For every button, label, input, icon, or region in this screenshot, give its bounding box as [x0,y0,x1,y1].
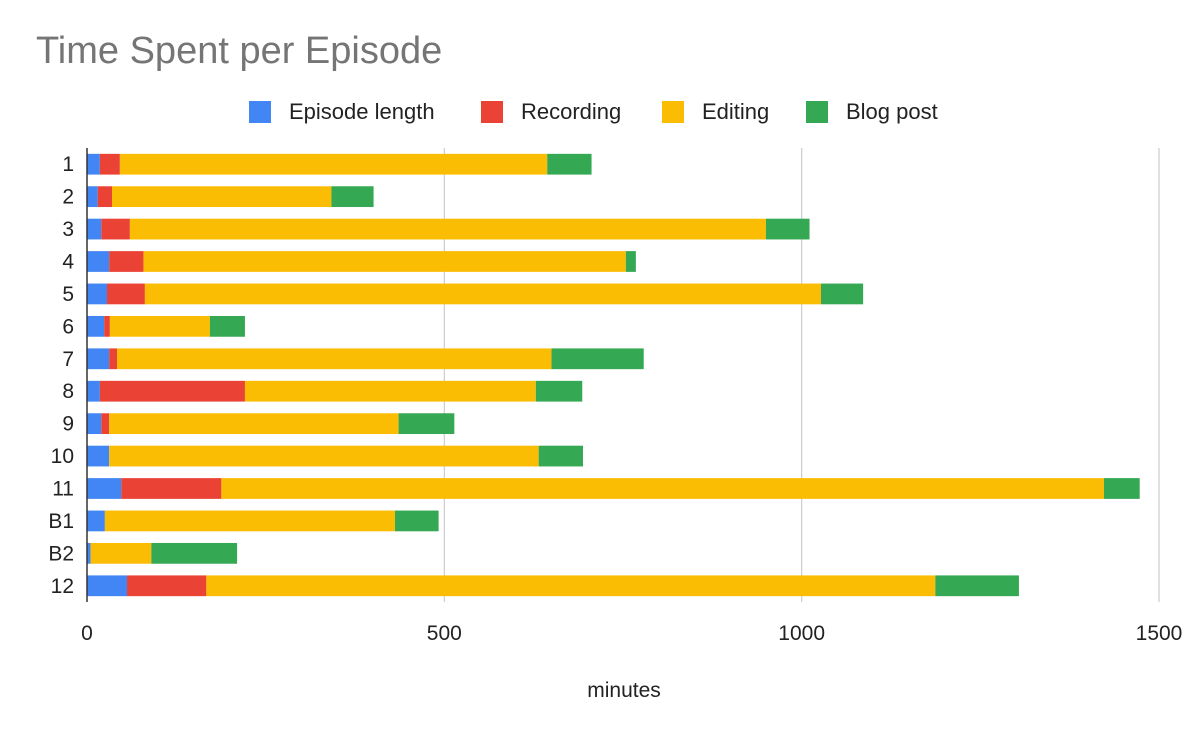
legend-label: Editing [702,99,770,124]
y-tick-label-4: 4 [62,251,74,274]
y-tick-label-11: 11 [52,478,74,501]
bar-4-blog-post [625,251,636,272]
legend-item-recording: Recording [481,92,621,132]
y-tick-label-5: 5 [62,283,74,306]
x-tick-label-1000: 1000 [778,622,825,645]
bar-8-episode-length [87,380,100,402]
bar-8-blog-post [535,380,583,402]
y-tick-label-12: 12 [51,575,74,598]
legend-swatch [806,101,828,123]
bar-5-recording [107,283,145,305]
bar-5-editing [144,283,821,305]
bar-11-recording [121,478,222,499]
bar-5-blog-post [820,283,864,305]
bar-4-editing [143,251,626,272]
bar-2-episode-length [87,186,98,208]
bar-1-blog-post [547,153,592,175]
bar-6-blog-post [209,315,245,337]
y-tick-label-2: 2 [62,186,74,209]
bars [87,153,1140,597]
legend-label: Episode length [289,99,435,124]
legend-swatch [662,101,684,123]
bar-9-episode-length [87,413,102,435]
legend-swatch [481,101,503,123]
bar-7-episode-length [87,348,110,370]
bar-11-blog-post [1103,478,1140,499]
bar-1-recording [99,153,120,175]
legend-label: Blog post [846,99,938,124]
y-tick-label-10: 10 [51,445,74,468]
bar-5-episode-length [87,283,108,305]
legend-item-episode-length: Episode length [249,92,435,132]
y-tick-label-B2: B2 [48,542,74,565]
legend-label: Recording [521,99,622,124]
chart-title: Time Spent per Episode [36,30,443,72]
bar-1-editing [119,153,548,175]
bar-11-editing [221,478,1104,499]
bar-10-blog-post [538,445,583,467]
bar-12-blog-post [935,575,1019,597]
legend: Episode length Recording Editing Blog post [0,92,1194,132]
bar-B2-episode-length [87,542,91,564]
gridlines [443,148,1160,602]
bar-3-editing [129,218,766,240]
bar-6-episode-length [87,315,105,337]
y-tick-label-7: 7 [62,348,74,371]
bar-2-editing [112,186,332,208]
y-tick-label-1: 1 [62,153,74,176]
bar-12-episode-length [87,575,128,597]
bar-9-recording [101,413,110,435]
bar-B1-episode-length [87,510,105,532]
bar-2-recording [97,186,113,208]
x-tick-label-0: 0 [81,622,93,645]
bar-9-editing [109,413,399,435]
bar-6-recording [104,315,110,337]
bar-7-blog-post [551,348,644,370]
y-tick-label-3: 3 [62,218,74,241]
bar-7-editing [117,348,552,370]
bar-2-blog-post [331,186,374,208]
bar-6-editing [109,315,210,337]
x-tick-label-1500: 1500 [1136,622,1183,645]
bar-B2-blog-post [151,542,238,564]
bar-12-recording [127,575,207,597]
bar-10-editing [109,445,539,467]
bar-3-recording [101,218,130,240]
bar-7-recording [109,348,118,370]
y-tick-label-6: 6 [62,315,74,338]
x-tick-label-500: 500 [427,622,462,645]
x-axis-label: minutes [587,679,661,702]
bar-B1-blog-post [395,510,439,532]
bar-9-blog-post [398,413,455,435]
bar-10-episode-length [87,445,110,467]
bar-8-editing [244,380,536,402]
bar-4-recording [109,251,144,272]
legend-item-editing: Editing [662,92,769,132]
y-tick-label-8: 8 [62,380,74,403]
y-tick-label-B1: B1 [48,510,74,533]
bar-B2-editing [90,542,152,564]
legend-item-blog-post: Blog post [806,92,938,132]
bar-8-recording [99,380,245,402]
legend-swatch [249,101,271,123]
bar-B1-editing [104,510,396,532]
bar-3-episode-length [87,218,102,240]
bar-12-editing [206,575,936,597]
bar-4-episode-length [87,251,110,272]
bar-1-episode-length [87,153,100,175]
bar-11-episode-length [87,478,122,499]
bar-3-blog-post [765,218,810,240]
y-tick-label-9: 9 [62,413,74,436]
